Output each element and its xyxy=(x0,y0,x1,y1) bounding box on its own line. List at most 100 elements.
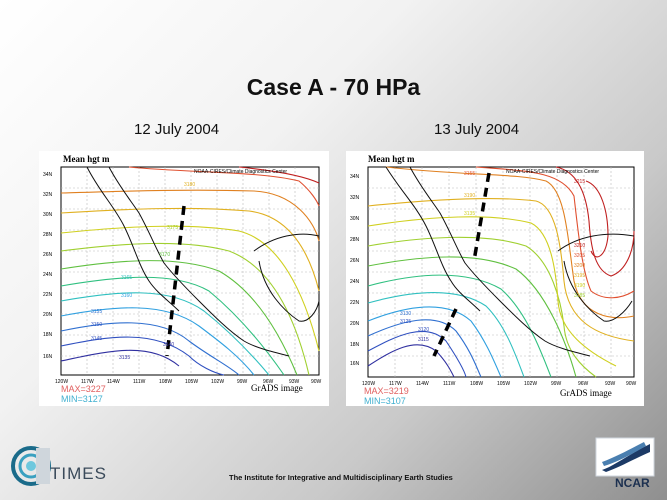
contour-label: 3145 xyxy=(91,336,102,342)
longitude-labels: 120W 117W 114W 111W 108W 105W 102W 99W 9… xyxy=(55,379,322,385)
max-label: MAX=3219 xyxy=(364,386,409,396)
source-label: NOAA-CIRES/Climate Diagnostics Center xyxy=(506,169,599,175)
contour-label: 3215 xyxy=(574,179,585,185)
map-date-right: 13 July 2004 xyxy=(434,121,520,138)
lat-label: 34N xyxy=(43,172,53,178)
min-label: MIN=3127 xyxy=(61,394,103,404)
contour-label: 3130 xyxy=(400,311,411,317)
contour-label: 3200 xyxy=(574,263,585,269)
contour-label: 3175 xyxy=(167,225,178,231)
trough-axis-line-lower xyxy=(432,308,458,357)
height-contours xyxy=(60,166,320,376)
min-label: MIN=3107 xyxy=(364,396,406,406)
lon-label: 90W xyxy=(626,381,637,387)
lat-label: 30N xyxy=(350,216,360,222)
coastline xyxy=(86,166,320,357)
lat-label: 28N xyxy=(43,232,53,238)
lon-label: 108W xyxy=(470,381,483,387)
contour-label: 3195 xyxy=(574,273,585,279)
contour-value-labels: 3180 3175 3170 3165 3160 3155 3150 3145 … xyxy=(91,182,195,361)
contour-label: 3150 xyxy=(91,322,102,328)
lat-label: 24N xyxy=(43,272,53,278)
contour-value-labels: 3215 3210 3205 3200 3195 3190 3185 3155 … xyxy=(400,171,585,343)
grads-label: GrADS image xyxy=(251,383,303,393)
contour-label: 3155 xyxy=(464,171,475,177)
contour-label: 3170 xyxy=(159,252,170,258)
lat-label: 28N xyxy=(350,237,360,243)
lon-label: 102W xyxy=(524,381,537,387)
lon-label: 99W xyxy=(237,379,248,385)
contour-label: 3120 xyxy=(418,327,429,333)
lat-label: 32N xyxy=(43,192,53,198)
contour-label: 3140 xyxy=(163,342,174,348)
lon-label: 111W xyxy=(443,381,456,387)
contour-map-svg: Mean hgt m NOAA-CIRES/Climate Diagnostic… xyxy=(43,154,322,404)
contour-label: 3190 xyxy=(464,193,475,199)
lat-label: 34N xyxy=(350,174,360,180)
contour-label: 3205 xyxy=(574,253,585,259)
variable-label: Mean hgt m xyxy=(63,154,110,164)
lat-label: 26N xyxy=(350,258,360,264)
variable-label: Mean hgt m xyxy=(368,154,415,164)
contour-label: 3165 xyxy=(121,275,132,281)
lon-label: 111W xyxy=(133,379,146,385)
contour-label: 3125 xyxy=(400,319,411,325)
lon-label: 96W xyxy=(263,379,274,385)
contour-label: 3135 xyxy=(119,355,130,361)
times-logo-icon xyxy=(11,446,51,486)
lat-label: 16N xyxy=(43,354,53,360)
contour-label: 3180 xyxy=(184,182,195,188)
longitude-labels: 120W 117W 114W 111W 108W 105W 102W 99W 9… xyxy=(362,381,637,387)
latitude-labels: 34N 32N 30N 28N 26N 24N 22N 20N 18N 16N xyxy=(43,172,53,360)
lon-label: 93W xyxy=(605,381,616,387)
contour-label: 3160 xyxy=(121,293,132,299)
lon-label: 105W xyxy=(497,381,510,387)
lat-label: 22N xyxy=(43,292,53,298)
lat-label: 18N xyxy=(43,332,53,338)
lon-label: 99W xyxy=(551,381,562,387)
lat-label: 16N xyxy=(350,361,360,367)
latitude-labels: 34N 32N 30N 28N 26N 24N 22N 20N 18N 16N xyxy=(350,174,360,367)
grads-label: GrADS image xyxy=(560,388,612,398)
plot-frame xyxy=(60,166,320,376)
grid-lines xyxy=(61,167,319,375)
max-label: MAX=3227 xyxy=(61,384,106,394)
lon-label: 114W xyxy=(107,379,120,385)
lat-label: 32N xyxy=(350,195,360,201)
lon-label: 120W xyxy=(362,381,375,387)
lon-label: 93W xyxy=(289,379,300,385)
institute-footer: The Institute for Integrative and Multid… xyxy=(229,473,453,482)
contour-map-svg: Mean hgt m NOAA-CIRES/Climate Diagnostic… xyxy=(350,154,637,406)
map-panel-12-july: Mean hgt m NOAA-CIRES/Climate Diagnostic… xyxy=(39,151,329,406)
lat-label: 18N xyxy=(350,342,360,348)
coastline xyxy=(385,166,635,357)
trough-axis-line xyxy=(165,205,186,357)
lat-label: 24N xyxy=(350,279,360,285)
lon-label: 120W xyxy=(55,379,68,385)
contour-label: 3210 xyxy=(574,243,585,249)
lat-label: 30N xyxy=(43,212,53,218)
slide-title: Case A - 70 HPa xyxy=(246,74,421,100)
lon-label: 102W xyxy=(211,379,224,385)
map-panel-13-july: Mean hgt m NOAA-CIRES/Climate Diagnostic… xyxy=(346,151,644,406)
ncar-logo-icon xyxy=(595,437,655,477)
times-logo-text: TIMES xyxy=(50,464,107,483)
map-date-left: 12 July 2004 xyxy=(134,121,220,138)
contour-label: 3190 xyxy=(574,283,585,289)
lon-label: 96W xyxy=(578,381,589,387)
lon-label: 117W xyxy=(389,381,402,387)
lon-label: 105W xyxy=(185,379,198,385)
contour-label: 3185 xyxy=(574,293,585,299)
source-label: NOAA-CIRES/Climate Diagnostics Center xyxy=(194,169,287,175)
contour-label: 3115 xyxy=(418,337,429,343)
lat-label: 20N xyxy=(43,312,53,318)
lat-label: 20N xyxy=(350,321,360,327)
contour-label: 3155 xyxy=(91,309,102,315)
lat-label: 22N xyxy=(350,300,360,306)
lat-label: 26N xyxy=(43,252,53,258)
lon-label: 108W xyxy=(159,379,172,385)
contour-label: 3135 xyxy=(464,211,475,217)
lon-label: 117W xyxy=(81,379,94,385)
lon-label: 114W xyxy=(416,381,429,387)
lon-label: 90W xyxy=(311,379,322,385)
